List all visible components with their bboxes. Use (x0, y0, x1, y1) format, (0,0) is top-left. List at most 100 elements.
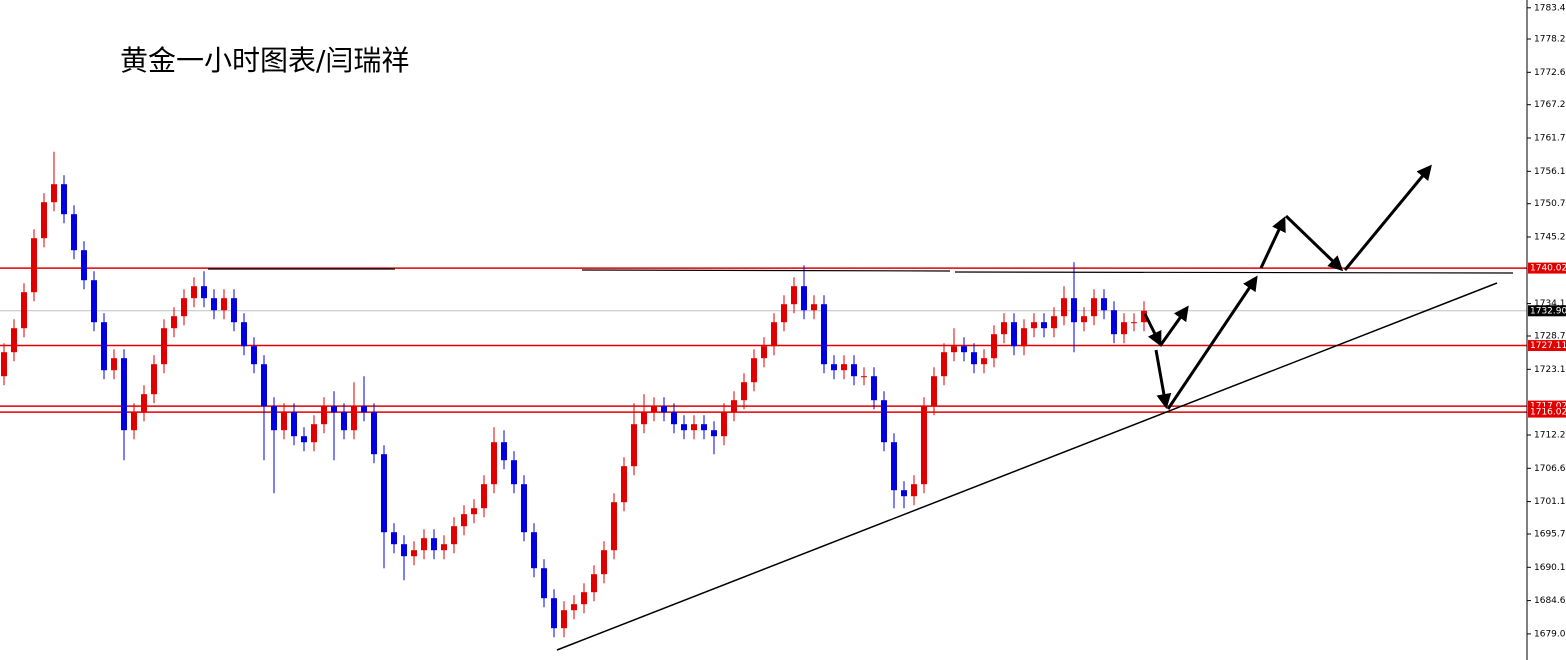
arrow (1284, 214, 1344, 272)
y-tick-label: 1761.70 (1534, 134, 1566, 144)
candle-body (31, 238, 37, 293)
candle-body (821, 304, 827, 365)
candle-body (1011, 322, 1017, 347)
candle-body (251, 346, 257, 365)
arrow (1143, 313, 1162, 347)
candle-body (951, 346, 957, 353)
price-level-label: 1727.11 (1530, 341, 1566, 351)
candle-body (51, 184, 57, 203)
candle-body (271, 406, 277, 431)
price-level-tag (1528, 400, 1566, 412)
y-tick-label: 1756.15 (1534, 167, 1566, 177)
candle-body (761, 346, 767, 359)
candle-body (601, 550, 607, 575)
y-tick-label: 1723.15 (1534, 365, 1566, 375)
chart-title: 黄金一小时图表/闫瑞祥 (120, 44, 409, 77)
candle-body (341, 412, 347, 431)
candle-body (831, 364, 837, 371)
candle-body (691, 424, 697, 431)
candle-body (801, 286, 807, 311)
candle-body (221, 298, 227, 311)
candle-body (161, 328, 167, 365)
candle-body (11, 328, 17, 353)
candle-body (781, 304, 787, 323)
candle-body (71, 214, 77, 251)
y-tick-label: 1695.70 (1534, 530, 1566, 540)
candle-body (351, 406, 357, 431)
candle-body (391, 532, 397, 545)
candle-body (361, 406, 367, 413)
price-level-tag (1528, 305, 1566, 317)
candle-body (151, 364, 157, 395)
candle-body (131, 412, 137, 431)
candle-body (431, 538, 437, 551)
candle-body (891, 442, 897, 491)
price-level-tag (1528, 406, 1566, 418)
trend-line (556, 282, 1498, 651)
candle-body (261, 364, 267, 407)
candle-body (581, 592, 587, 605)
candle-body (551, 598, 557, 629)
candle-body (1, 352, 7, 377)
candle-body (851, 364, 857, 377)
candle-body (101, 322, 107, 371)
arrow (1166, 275, 1258, 410)
y-tick-label: 1783.40 (1534, 3, 1566, 13)
candle-body (591, 574, 597, 593)
candle-body (481, 484, 487, 509)
candle-body (531, 532, 537, 569)
candle-body (791, 286, 797, 305)
candle-body (771, 322, 777, 347)
candle-body (1071, 298, 1077, 323)
candle-body (1131, 322, 1137, 324)
candle-body (681, 424, 687, 431)
plot (0, 151, 1527, 638)
candle-body (1041, 322, 1047, 329)
candle-body (371, 412, 377, 455)
candle-body (641, 412, 647, 425)
candle-body (61, 184, 67, 215)
y-tick-label: 1728.70 (1534, 332, 1566, 342)
candle-body (901, 490, 907, 497)
candle-body (411, 550, 417, 557)
candle-body (511, 460, 517, 485)
candle-body (561, 610, 567, 629)
price-level-label: 1732.90 (1530, 306, 1566, 316)
arrow (1259, 216, 1286, 269)
y-tick-label: 1679.05 (1534, 629, 1566, 639)
candle-body (191, 286, 197, 299)
candle-body (1091, 298, 1097, 317)
price-level-tag (1528, 340, 1566, 352)
candle-body (321, 406, 327, 425)
candle-body (1141, 310, 1147, 323)
resistance-line (954, 271, 1514, 274)
candle-body (311, 424, 317, 443)
candle-body (701, 424, 707, 431)
candle-body (961, 346, 967, 353)
candle-body (931, 376, 937, 407)
resistance-line (581, 269, 951, 272)
candle-body (721, 412, 727, 437)
candle-body (471, 508, 477, 515)
candle-body (291, 412, 297, 437)
candle-body (981, 358, 987, 365)
candle-body (651, 406, 657, 413)
candle-body (421, 538, 427, 551)
arrow (1343, 164, 1432, 271)
candle-body (281, 412, 287, 431)
candle-body (1051, 316, 1057, 329)
candle-body (971, 352, 977, 365)
candle-body (751, 358, 757, 383)
candle-body (21, 292, 27, 329)
y-tick-label: 1745.20 (1534, 233, 1566, 243)
candle-body (1111, 310, 1117, 335)
candle-body (1031, 322, 1037, 329)
candle-body (1001, 322, 1007, 335)
arrow (1158, 305, 1189, 347)
candle-body (861, 376, 867, 378)
candle-body (381, 454, 387, 533)
candle-body (81, 250, 87, 281)
candle-body (711, 430, 717, 437)
